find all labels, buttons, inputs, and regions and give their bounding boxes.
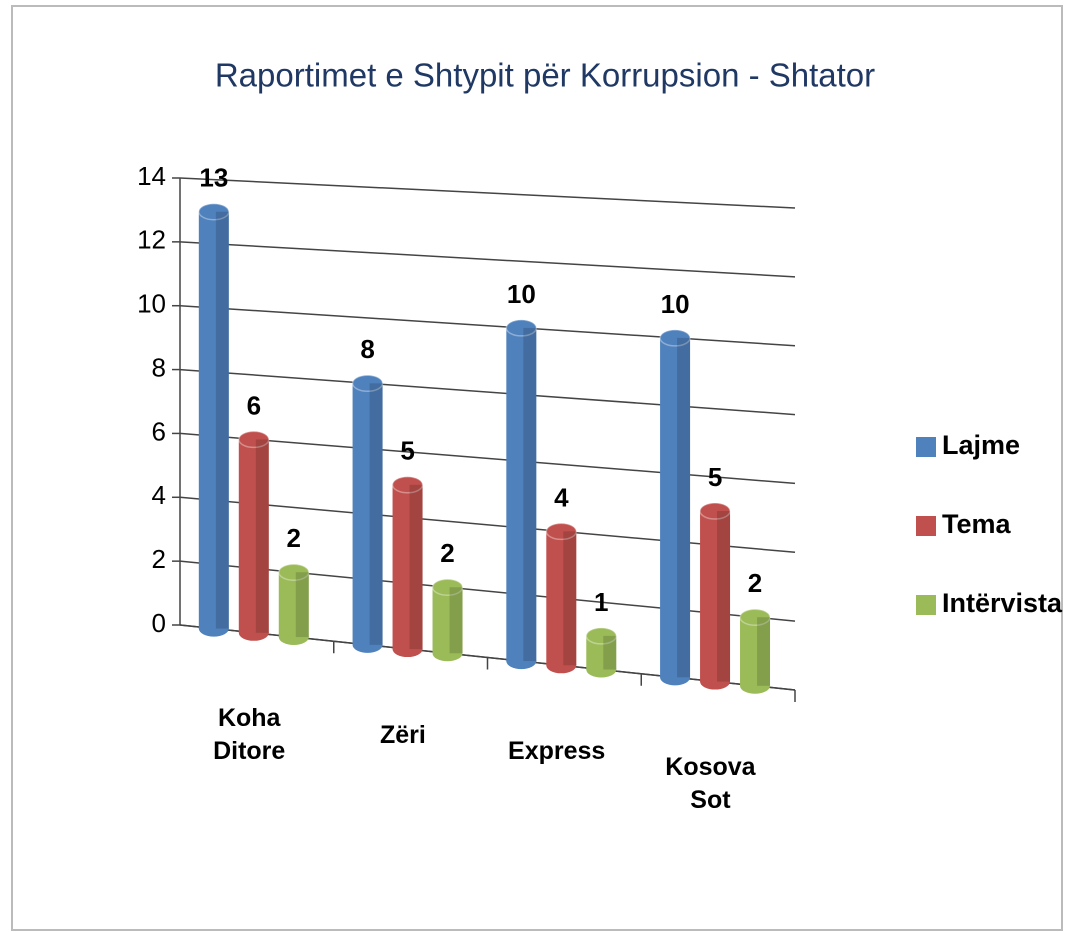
legend-label: Intërvista [942, 588, 1063, 618]
bar-shade [255, 439, 269, 633]
grid-line [179, 368, 796, 416]
bar-shade [757, 617, 771, 686]
bar-body [700, 511, 731, 682]
y-tick-label: 12 [137, 225, 166, 255]
y-tick-label: 4 [152, 480, 166, 510]
bar-shade [523, 327, 537, 662]
bar-top [699, 502, 731, 520]
bar-base [238, 624, 269, 641]
bar-body [198, 211, 229, 629]
y-tick-label: 14 [137, 161, 166, 191]
x-tick-label: Zëri [380, 720, 426, 749]
data-label: 2 [748, 568, 762, 598]
bar-top [238, 430, 270, 449]
bar [545, 522, 578, 674]
bar-top [431, 578, 464, 596]
bar-shade [677, 337, 691, 678]
grid-line [179, 241, 796, 278]
x-tick-label: Koha Ditore [213, 704, 286, 765]
bar-base [740, 677, 771, 694]
data-label: 13 [199, 163, 228, 193]
bar [278, 563, 310, 646]
grid-line [179, 432, 796, 485]
y-tick-label: 10 [137, 289, 166, 319]
y-tick-label: 2 [152, 544, 166, 574]
legend-label: Tema [942, 509, 1012, 539]
bar-body [278, 572, 309, 638]
x-tick-label: Express [508, 736, 606, 765]
data-label: 2 [287, 523, 301, 553]
bar [391, 476, 424, 658]
bar [505, 319, 538, 670]
data-label: 1 [594, 587, 608, 617]
bar-top [198, 202, 230, 221]
bar-top [585, 627, 618, 645]
bar [659, 329, 691, 686]
bar-body [238, 439, 269, 633]
grid-line [179, 304, 796, 347]
bar-base [198, 620, 229, 637]
grid-line [179, 177, 796, 209]
bar [699, 502, 731, 690]
y-tick-label: 6 [152, 416, 166, 446]
bar-top [278, 563, 310, 581]
bar-base [546, 657, 577, 674]
bar-body [352, 383, 383, 645]
grid-line [179, 496, 796, 554]
bar [431, 578, 464, 662]
bar [739, 608, 771, 694]
bar-body [432, 587, 463, 654]
y-tick-label: 0 [152, 608, 166, 638]
bar-body [740, 617, 771, 686]
bar-top [659, 329, 691, 347]
bar-top [391, 476, 424, 494]
bar-shade [717, 511, 731, 682]
bar-shade [563, 531, 577, 666]
data-label: 5 [708, 462, 722, 492]
data-label: 5 [400, 436, 414, 466]
data-label: 10 [507, 279, 536, 309]
chart-border [11, 5, 1063, 931]
bar [238, 430, 270, 641]
x-tick-label: Kosova Sot [665, 753, 756, 814]
data-label: 10 [661, 289, 690, 319]
bar-base [660, 669, 691, 686]
legend-swatch [916, 437, 936, 457]
bar-body [506, 327, 537, 662]
bar-top [505, 319, 538, 337]
data-label: 6 [247, 390, 261, 420]
bar-base [586, 661, 617, 678]
y-tick-label: 8 [152, 352, 166, 382]
data-label: 4 [554, 482, 569, 512]
bar-base [506, 653, 537, 670]
bar-shade [603, 635, 617, 670]
bar-shade [369, 383, 383, 645]
bar-base [392, 641, 423, 658]
legend-swatch [916, 595, 936, 615]
data-label: 8 [360, 334, 374, 364]
bar-base [352, 636, 383, 653]
legend-label: Lajme [942, 430, 1020, 460]
bar-base [700, 673, 731, 690]
bar-body [392, 484, 423, 650]
legend-swatch [916, 516, 936, 536]
bar-shade [449, 587, 463, 654]
bar [351, 374, 384, 653]
bar-top [351, 374, 384, 393]
bar [585, 627, 618, 678]
bar-base [432, 645, 463, 662]
bar-top [545, 522, 578, 541]
bar-body [660, 337, 691, 678]
bar-top [739, 608, 771, 626]
bar-shade [295, 572, 309, 638]
data-label: 2 [440, 538, 454, 568]
bar-shade [409, 484, 423, 650]
bar-base [278, 629, 309, 646]
bar-body [546, 531, 577, 666]
chart-title: Raportimet e Shtypit për Korrupsion - Sh… [215, 57, 875, 94]
bar-shade [215, 211, 229, 629]
bar [198, 202, 230, 637]
